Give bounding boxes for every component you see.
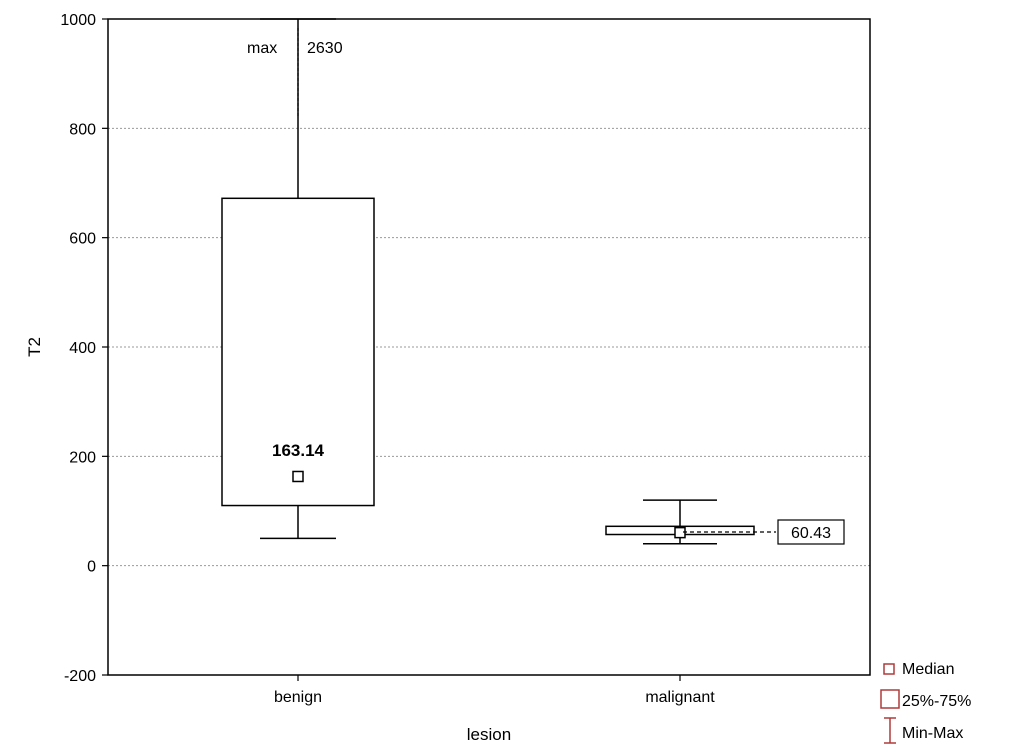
y-tick-label: 200	[69, 449, 96, 466]
legend-median-label: Median	[902, 661, 954, 678]
legend-minmax-marker	[884, 717, 896, 744]
legend-box-label: 25%-75%	[902, 693, 971, 710]
y-tick-label: 0	[87, 559, 96, 576]
y-axis-ticks: 1000 800 600 400 200 0 -200	[60, 12, 681, 685]
benign-max-value: 2630	[307, 40, 343, 57]
legend-box-marker	[880, 689, 900, 709]
legend-minmax-label: Min-Max	[902, 725, 963, 742]
x-axis-title: lesion	[467, 725, 511, 744]
y-axis-title: T2	[25, 337, 44, 357]
y-tick-label: 400	[69, 340, 96, 357]
plot-area-frame	[107, 18, 871, 676]
box-malignant	[605, 499, 755, 545]
box-iqr	[221, 197, 375, 507]
x-tick-label-benign: benign	[274, 689, 322, 706]
median-marker	[674, 526, 686, 539]
legend: Median 25%-75% Min-Max	[880, 661, 971, 744]
malignant-median-label-box	[777, 519, 845, 545]
y-tick-label: 800	[69, 121, 96, 138]
median-marker	[292, 470, 304, 483]
y-tick-label: -200	[64, 668, 96, 685]
gridlines	[108, 127, 870, 567]
benign-max-prefix: max	[247, 40, 277, 57]
y-tick-label: 600	[69, 231, 96, 248]
x-tick-label-malignant: malignant	[645, 689, 715, 706]
legend-median-marker	[883, 663, 895, 675]
malignant-median-label: 60.43	[791, 525, 831, 542]
benign-median-label: 163.14	[272, 441, 325, 460]
box-benign	[221, 18, 375, 540]
y-tick-label: 1000	[60, 12, 96, 29]
box-series	[221, 18, 755, 545]
